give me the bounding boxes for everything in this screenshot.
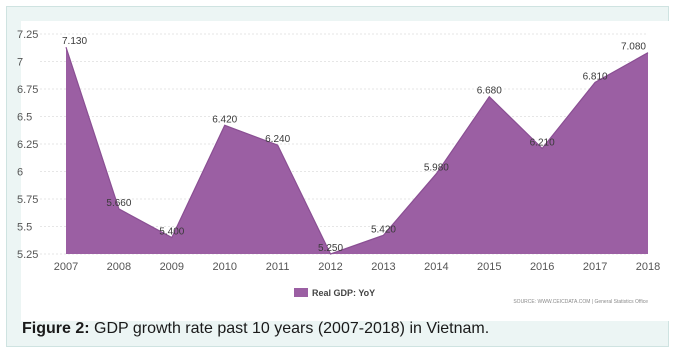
y-tick-label: 6.5 — [17, 112, 32, 124]
data-label: 6.420 — [212, 114, 237, 125]
legend-swatch — [294, 288, 308, 297]
series-line — [65, 47, 649, 255]
data-label: 5.980 — [424, 163, 449, 174]
x-tick-label: 2014 — [424, 261, 448, 273]
legend: Real GDP: YoY — [294, 288, 375, 298]
caption-text: GDP growth rate past 10 years (2007-2018… — [89, 320, 490, 337]
x-tick-label: 2008 — [107, 261, 131, 273]
grid-layer — [40, 33, 648, 255]
y-axis: 5.25 5.5 5.75 6 6.25 6.5 6.75 7 7.25 — [17, 29, 38, 261]
x-tick-label: 2010 — [212, 261, 236, 273]
data-label: 6.680 — [477, 86, 502, 97]
area-layer — [65, 47, 649, 255]
y-tick-label: 6 — [17, 167, 23, 179]
legend-label: Real GDP: YoY — [312, 288, 375, 298]
x-tick-label: 2011 — [266, 261, 290, 273]
data-label: 5.420 — [371, 224, 396, 235]
data-label: 5.250 — [318, 243, 343, 254]
figure-caption: Figure 2: GDP growth rate past 10 years … — [22, 320, 489, 338]
x-tick-label: 2016 — [530, 261, 554, 273]
data-label: 6.810 — [583, 71, 608, 82]
y-tick-label: 5.75 — [17, 194, 38, 206]
data-label: 5.660 — [106, 198, 131, 209]
y-tick-label: 5.5 — [17, 222, 32, 234]
x-tick-label: 2007 — [54, 261, 78, 273]
series-area — [66, 47, 648, 255]
data-label: 5.400 — [159, 227, 184, 238]
x-tick-label: 2012 — [318, 261, 342, 273]
data-labels: 7.130 5.660 5.400 6.420 6.240 5.250 5.420 5.980… — [62, 36, 646, 254]
y-tick-label: 7.25 — [17, 29, 38, 41]
y-tick-label: 5.25 — [17, 249, 38, 261]
x-axis: 2007 2008 2009 2010 2011 2012 2013 2014 2015 2016… — [54, 261, 660, 273]
y-tick-label: 7 — [17, 57, 23, 69]
x-tick-label: 2009 — [160, 261, 184, 273]
data-label: 7.080 — [621, 42, 646, 53]
caption-label: Figure 2: — [22, 320, 90, 337]
x-tick-label: 2013 — [371, 261, 395, 273]
x-tick-label: 2017 — [583, 261, 607, 273]
data-label: 6.240 — [265, 134, 290, 145]
x-tick-label: 2015 — [477, 261, 501, 273]
data-label: 6.210 — [530, 137, 555, 148]
x-tick-label: 2018 — [636, 261, 660, 273]
data-label: 7.130 — [62, 36, 87, 47]
source-note: SOURCE: WWW.CEICDATA.COM | General Stati… — [513, 299, 648, 305]
y-tick-label: 6.25 — [17, 139, 38, 151]
y-tick-label: 6.75 — [17, 84, 38, 96]
